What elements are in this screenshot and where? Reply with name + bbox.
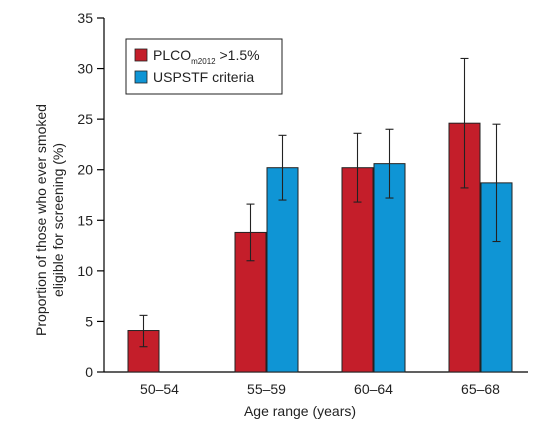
- error-bar: [139, 314, 148, 348]
- y-tick-label: 30: [77, 61, 93, 77]
- x-tick-label: 50–54: [140, 381, 179, 397]
- legend-label-plco: PLCOm2012 >1.5%: [153, 47, 260, 66]
- error-bar: [278, 134, 287, 201]
- y-axis-title: Proportion of those who ever smoked elig…: [33, 104, 66, 336]
- y-tick-label: 35: [77, 10, 93, 26]
- error-bar: [460, 57, 469, 189]
- error-bars-group: [139, 57, 501, 348]
- error-bar: [385, 128, 394, 199]
- error-bar: [246, 203, 255, 262]
- bar-uspstf: [266, 167, 299, 373]
- x-tick-label: 60–64: [354, 381, 393, 397]
- error-bar: [353, 132, 362, 203]
- y-axis-title-line-1: Proportion of those who ever smoked: [33, 104, 49, 336]
- y-axis: 0 5 10 15 20 25 30 35: [77, 10, 105, 380]
- x-axis-title: Age range (years): [244, 403, 356, 419]
- x-tick-label: 55–59: [247, 381, 286, 397]
- x-tick-label: 65–68: [461, 381, 500, 397]
- y-tick-label: 10: [77, 263, 93, 279]
- legend: PLCOm2012 >1.5% USPSTF criteria: [125, 38, 283, 95]
- y-tick-label: 25: [77, 111, 93, 127]
- y-tick-label: 5: [85, 313, 93, 329]
- y-tick-label: 15: [77, 212, 93, 228]
- legend-swatch-uspstf: [134, 70, 148, 84]
- legend-frame: [125, 38, 283, 95]
- x-axis: 50–54 55–59 60–64 65–68: [104, 371, 528, 397]
- bars-group: [127, 122, 513, 373]
- legend-swatch-plco: [134, 48, 148, 62]
- legend-label-uspstf: USPSTF criteria: [153, 69, 254, 85]
- error-bar: [492, 123, 501, 243]
- y-axis-title-line-2: eligible for screening (%): [50, 143, 66, 297]
- y-tick-label: 0: [85, 364, 93, 380]
- y-tick-label: 20: [77, 162, 93, 178]
